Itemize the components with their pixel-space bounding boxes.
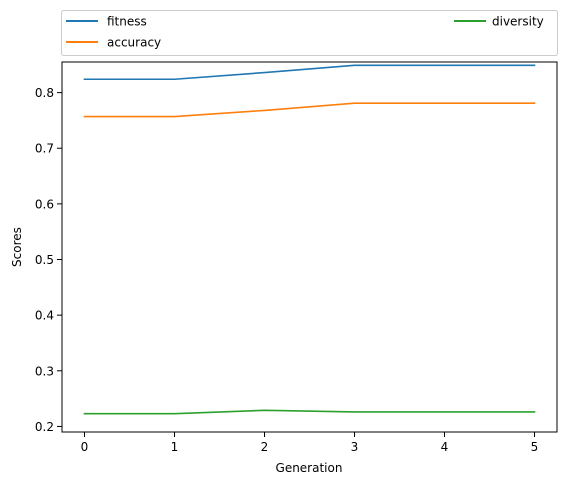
y-tick-label: 0.4 <box>35 309 54 323</box>
legend-label-fitness: fitness <box>107 15 147 29</box>
series-line-fitness <box>83 64 536 81</box>
legend: fitness accuracy diversity <box>61 10 558 56</box>
plot-frame <box>61 61 558 433</box>
x-tick-label: 2 <box>261 440 269 454</box>
series-line-accuracy <box>83 102 536 118</box>
legend-label-accuracy: accuracy <box>107 36 161 50</box>
y-tick-label: 0.5 <box>35 253 54 267</box>
y-tick-label: 0.8 <box>35 86 54 100</box>
x-tick-label: 5 <box>531 440 539 454</box>
x-tick-label: 4 <box>441 440 449 454</box>
x-tick-label: 3 <box>351 440 359 454</box>
x-axis-label: Generation <box>276 461 343 475</box>
y-tick-label: 0.2 <box>35 420 54 434</box>
legend-frame <box>61 10 558 56</box>
plot-area: 0 1 2 3 4 5 0.2 0.3 0.4 0.5 0.6 0.7 0.8 <box>35 64 539 454</box>
y-tick-label: 0.7 <box>35 142 54 156</box>
x-tick-label: 0 <box>81 440 89 454</box>
y-axis-label: Scores <box>10 227 24 267</box>
legend-label-diversity: diversity <box>492 15 544 29</box>
series-line-diversity <box>83 409 536 415</box>
y-tick-label: 0.3 <box>35 364 54 378</box>
y-tick-label: 0.6 <box>35 197 54 211</box>
x-tick-label: 1 <box>171 440 179 454</box>
